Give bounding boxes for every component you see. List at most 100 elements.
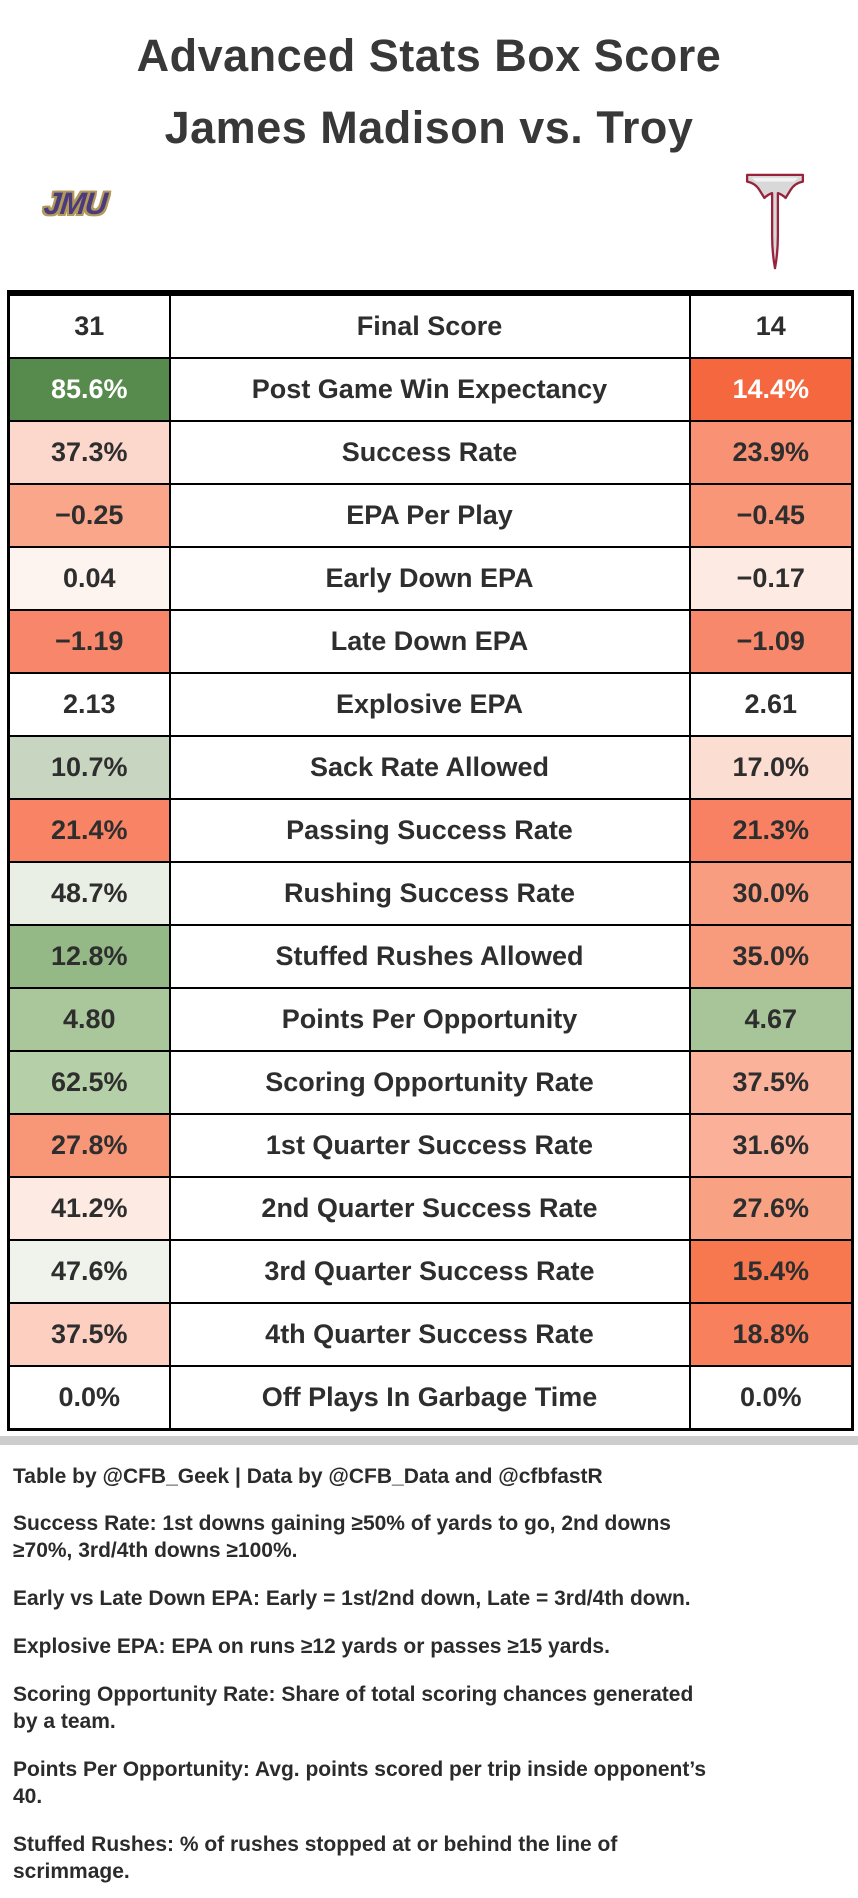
stat-value-jmu: 0.04 <box>7 546 171 611</box>
footnote-label: Points Per Opportunity: <box>13 1758 250 1781</box>
table-row: −0.25 EPA Per Play −0.45 <box>7 483 854 548</box>
table-row: 10.7% Sack Rate Allowed 17.0% <box>7 735 854 800</box>
table-row: 0.0% Off Plays In Garbage Time 0.0% <box>7 1365 854 1431</box>
stat-value-jmu: 47.6% <box>7 1239 171 1304</box>
stat-value-troy: 17.0% <box>688 735 854 800</box>
stat-label: EPA Per Play <box>168 483 691 548</box>
stat-value-jmu: 10.7% <box>7 735 171 800</box>
stat-value-jmu: 4.80 <box>7 987 171 1052</box>
stats-table-body: 31 Final Score 14 85.6% Post Game Win Expect… <box>7 292 854 1431</box>
stat-label: 4th Quarter Success Rate <box>168 1302 691 1367</box>
stat-value-jmu: 21.4% <box>7 798 171 863</box>
stat-value-jmu: 31 <box>7 292 171 359</box>
credit-line: Table by @CFB_Geek | Data by @CFB_Data a… <box>13 1465 603 1488</box>
stat-value-troy: 4.67 <box>688 987 854 1052</box>
stat-value-jmu: 0.0% <box>7 1365 171 1431</box>
stat-value-jmu: 85.6% <box>7 357 171 422</box>
stat-label: Points Per Opportunity <box>168 987 691 1052</box>
table-row: 2.13 Explosive EPA 2.61 <box>7 672 854 737</box>
footnote-label: Success Rate: <box>13 1512 157 1535</box>
table-row: 27.8% 1st Quarter Success Rate 31.6% <box>7 1113 854 1178</box>
stat-label: Off Plays In Garbage Time <box>168 1365 691 1431</box>
footnote: Stuffed Rushes: % of rushes stopped at o… <box>13 1831 841 1885</box>
footnote-text: Share of total scoring chances generated… <box>13 1683 694 1733</box>
table-row: 62.5% Scoring Opportunity Rate 37.5% <box>7 1050 854 1115</box>
title-line-2: James Madison vs. Troy <box>164 102 694 153</box>
stat-value-jmu: 27.8% <box>7 1113 171 1178</box>
stat-label: Sack Rate Allowed <box>168 735 691 800</box>
stat-value-troy: 14.4% <box>688 357 854 422</box>
page-title: Advanced Stats Box Score James Madison v… <box>0 0 858 164</box>
table-bottom-band <box>0 1436 858 1445</box>
footnote-text: EPA on runs ≥12 yards or passes ≥15 yard… <box>165 1635 610 1658</box>
stat-value-troy: 2.61 <box>688 672 854 737</box>
footnote-text: % of rushes stopped at or behind the lin… <box>13 1833 618 1883</box>
stat-value-jmu: 2.13 <box>7 672 171 737</box>
stat-label: Success Rate <box>168 420 691 485</box>
footnotes: Success Rate: 1st downs gaining ≥50% of … <box>13 1510 841 1885</box>
table-row: 37.5% 4th Quarter Success Rate 18.8% <box>7 1302 854 1367</box>
table-row: 37.3% Success Rate 23.9% <box>7 420 854 485</box>
stat-value-jmu: −0.25 <box>7 483 171 548</box>
footnote: Explosive EPA: EPA on runs ≥12 yards or … <box>13 1633 841 1660</box>
stat-value-jmu: 37.5% <box>7 1302 171 1367</box>
footnote: Points Per Opportunity: Avg. points scor… <box>13 1756 841 1810</box>
table-row: 47.6% 3rd Quarter Success Rate 15.4% <box>7 1239 854 1304</box>
stat-label: Rushing Success Rate <box>168 861 691 926</box>
table-row: 48.7% Rushing Success Rate 30.0% <box>7 861 854 926</box>
stat-label: 2nd Quarter Success Rate <box>168 1176 691 1241</box>
stat-value-troy: 35.0% <box>688 924 854 989</box>
footnote-text: Avg. points scored per trip inside oppon… <box>13 1758 707 1808</box>
footnote-label: Explosive EPA: <box>13 1635 166 1658</box>
footnote-label: Stuffed Rushes: <box>13 1833 175 1856</box>
table-row: 0.04 Early Down EPA −0.17 <box>7 546 854 611</box>
stat-value-troy: 14 <box>688 292 854 359</box>
footnote-text: Early = 1st/2nd down, Late = 3rd/4th dow… <box>260 1587 691 1610</box>
stat-value-troy: 0.0% <box>688 1365 854 1431</box>
stat-value-jmu: 41.2% <box>7 1176 171 1241</box>
team-logos: JMU <box>0 164 858 274</box>
title-line-1: Advanced Stats Box Score <box>136 30 722 81</box>
footnote-label: Early vs Late Down EPA: <box>13 1587 261 1610</box>
stat-value-troy: 30.0% <box>688 861 854 926</box>
stat-label: 1st Quarter Success Rate <box>168 1113 691 1178</box>
footer: Table by @CFB_Geek | Data by @CFB_Data a… <box>0 1445 857 1885</box>
stat-label: Post Game Win Expectancy <box>168 357 691 422</box>
table-row: 4.80 Points Per Opportunity 4.67 <box>7 987 854 1052</box>
footnote-text: 1st downs gaining ≥50% of yards to go, 2… <box>13 1512 671 1562</box>
stat-value-troy: 15.4% <box>688 1239 854 1304</box>
stat-label: Scoring Opportunity Rate <box>168 1050 691 1115</box>
footnote: Success Rate: 1st downs gaining ≥50% of … <box>13 1510 841 1564</box>
stat-label: Stuffed Rushes Allowed <box>168 924 691 989</box>
stat-value-troy: 21.3% <box>688 798 854 863</box>
table-row: 12.8% Stuffed Rushes Allowed 35.0% <box>7 924 854 989</box>
stat-value-jmu: −1.19 <box>7 609 171 674</box>
table-row: 41.2% 2nd Quarter Success Rate 27.6% <box>7 1176 854 1241</box>
stat-label: Explosive EPA <box>168 672 691 737</box>
stat-label: Late Down EPA <box>168 609 691 674</box>
stat-label: Early Down EPA <box>168 546 691 611</box>
stat-value-troy: 18.8% <box>688 1302 854 1367</box>
stat-value-troy: 23.9% <box>688 420 854 485</box>
troy-logo-icon <box>745 173 805 270</box>
table-row: 31 Final Score 14 <box>7 292 854 359</box>
stat-value-troy: −0.45 <box>688 483 854 548</box>
stat-value-troy: −0.17 <box>688 546 854 611</box>
stat-value-jmu: 48.7% <box>7 861 171 926</box>
stat-label: Passing Success Rate <box>168 798 691 863</box>
footnote: Early vs Late Down EPA: Early = 1st/2nd … <box>13 1585 841 1612</box>
stat-value-troy: 31.6% <box>688 1113 854 1178</box>
stat-label: 3rd Quarter Success Rate <box>168 1239 691 1304</box>
stat-value-troy: 27.6% <box>688 1176 854 1241</box>
stats-table: 31 Final Score 14 85.6% Post Game Win Expect… <box>7 290 854 1431</box>
table-row: −1.19 Late Down EPA −1.09 <box>7 609 854 674</box>
table-row: 21.4% Passing Success Rate 21.3% <box>7 798 854 863</box>
jmu-logo-icon: JMU <box>42 186 109 221</box>
footnote-label: Scoring Opportunity Rate: <box>13 1683 276 1706</box>
stat-value-jmu: 12.8% <box>7 924 171 989</box>
table-row: 85.6% Post Game Win Expectancy 14.4% <box>7 357 854 422</box>
stat-value-jmu: 62.5% <box>7 1050 171 1115</box>
footnote: Scoring Opportunity Rate: Share of total… <box>13 1681 841 1735</box>
stat-value-troy: −1.09 <box>688 609 854 674</box>
